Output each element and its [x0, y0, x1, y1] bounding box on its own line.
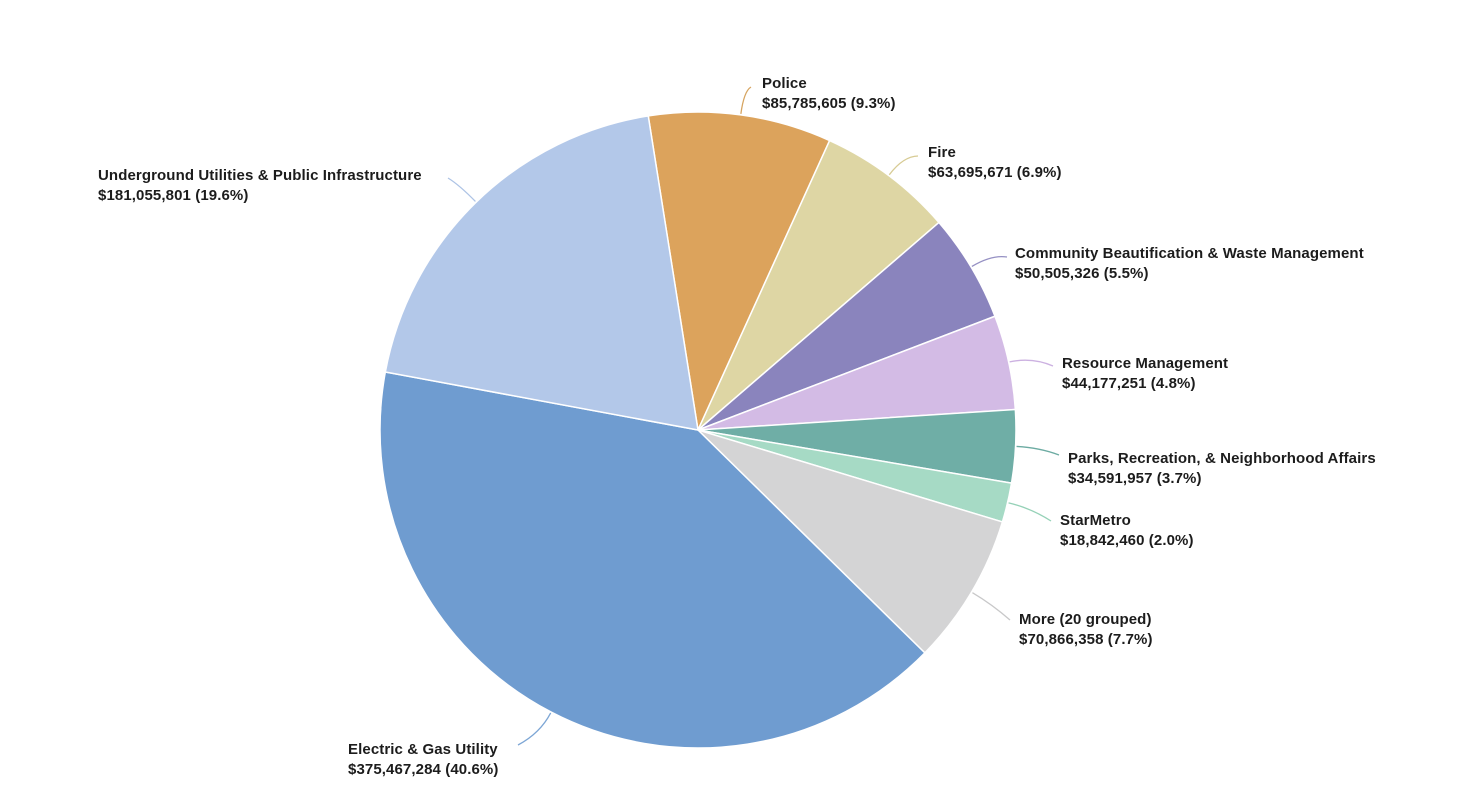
slice-value: $44,177,251 (4.8%) [1062, 375, 1196, 392]
slice-name: Community Beautification & Waste Managem… [1015, 245, 1364, 262]
slice-value: $70,866,358 (7.7%) [1019, 631, 1153, 648]
slice-name: StarMetro [1060, 512, 1131, 529]
slice-label-underground-utilities-public-infrastructure: Underground Utilities & Public Infrastru… [98, 166, 422, 206]
slice-value: $181,055,801 (19.6%) [98, 187, 249, 204]
leader-line-fire [888, 155, 919, 176]
slice-value: $18,842,460 (2.0%) [1060, 532, 1194, 549]
leader-line-starmetro [1008, 502, 1052, 522]
slice-name: More (20 grouped) [1019, 611, 1152, 628]
pie-slice-more-20-grouped[interactable] [697, 429, 1004, 654]
leader-line-community-beautification-waste-management [971, 255, 1008, 267]
leader-lines-group [447, 86, 1060, 746]
slice-label-parks-recreation-neighborhood-affairs: Parks, Recreation, & Neighborhood Affair… [1068, 449, 1376, 489]
slice-name: Underground Utilities & Public Infrastru… [98, 167, 422, 184]
slice-value: $34,591,957 (3.7%) [1068, 470, 1202, 487]
leader-line-more-20-grouped [972, 592, 1011, 621]
pie-slice-fire[interactable] [697, 139, 940, 431]
pie-slice-electric-gas-utility[interactable] [379, 371, 926, 749]
slice-label-starmetro: StarMetro $18,842,460 (2.0%) [1060, 511, 1194, 551]
slice-label-more-20-grouped: More (20 grouped) $70,866,358 (7.7%) [1019, 610, 1153, 650]
leader-line-underground-utilities-public-infrastructure [447, 177, 476, 202]
leader-line-police [740, 86, 752, 114]
slice-value: $375,467,284 (40.6%) [348, 761, 499, 778]
slice-name: Resource Management [1062, 355, 1229, 372]
pie-slice-police[interactable] [647, 111, 831, 431]
leader-line-parks-recreation-neighborhood-affairs [1016, 445, 1060, 456]
pie-slice-underground-utilities-public-infrastructure[interactable] [384, 115, 699, 431]
pie-slices-group [379, 111, 1017, 749]
leader-line-electric-gas-utility [517, 712, 552, 746]
slice-label-fire: Fire $63,695,671 (6.9%) [928, 143, 1062, 183]
slice-name: Parks, Recreation, & Neighborhood Affair… [1068, 450, 1376, 467]
slice-label-resource-management: Resource Management $44,177,251 (4.8%) [1062, 354, 1228, 394]
slice-name: Police [762, 75, 807, 92]
slice-name: Fire [928, 144, 956, 161]
slice-label-community-beautification-waste-management: Community Beautification & Waste Managem… [1015, 244, 1364, 284]
slice-value: $63,695,671 (6.9%) [928, 164, 1062, 181]
slice-label-police: Police $85,785,605 (9.3%) [762, 74, 896, 114]
slice-label-electric-gas-utility: Electric & Gas Utility $375,467,284 (40.6… [348, 740, 498, 780]
slice-name: Electric & Gas Utility [348, 741, 498, 758]
leader-line-resource-management [1009, 359, 1054, 367]
slice-value: $85,785,605 (9.3%) [762, 95, 896, 112]
slice-value: $50,505,326 (5.5%) [1015, 265, 1149, 282]
